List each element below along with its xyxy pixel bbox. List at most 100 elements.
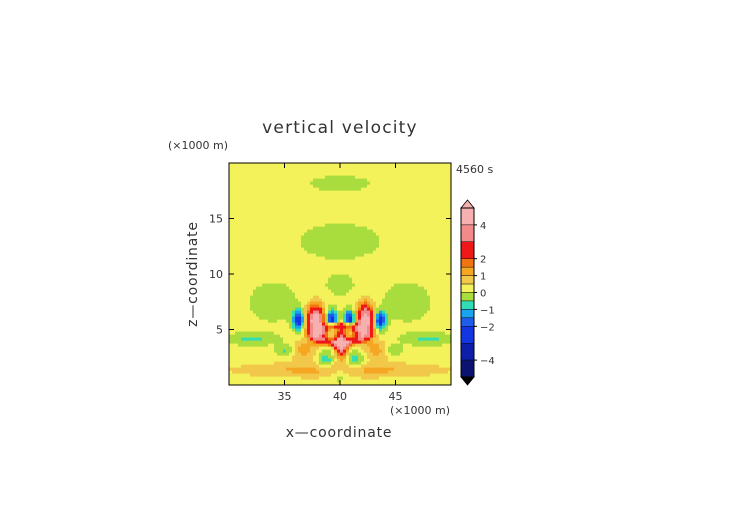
field-cell <box>358 367 362 371</box>
field-cell <box>394 205 398 209</box>
field-cell <box>334 349 338 353</box>
field-cell <box>421 196 425 200</box>
field-cell <box>244 379 248 383</box>
field-cell <box>307 373 311 377</box>
field-cell <box>292 373 296 377</box>
field-cell <box>241 223 245 227</box>
field-cell <box>304 232 308 236</box>
field-cell <box>385 250 389 254</box>
field-cell <box>373 223 377 227</box>
field-cell <box>343 163 347 167</box>
field-cell <box>322 298 326 302</box>
field-cell <box>310 181 314 185</box>
field-cell <box>250 343 254 347</box>
field-cell <box>259 232 263 236</box>
field-cell <box>229 187 233 191</box>
field-cell <box>271 163 275 167</box>
field-cell <box>289 256 293 260</box>
field-cell <box>424 193 428 197</box>
field-cell <box>289 340 293 344</box>
field-cell <box>427 229 431 233</box>
field-cell <box>415 370 419 374</box>
field-cell <box>400 184 404 188</box>
field-cell <box>373 226 377 230</box>
field-cell <box>250 244 254 248</box>
field-cell <box>241 379 245 383</box>
field-cell <box>262 226 266 230</box>
field-cell <box>259 355 263 359</box>
field-cell <box>430 328 434 332</box>
field-cell <box>280 208 284 212</box>
field-cell <box>304 241 308 245</box>
field-cell <box>256 286 260 290</box>
field-cell <box>262 271 266 275</box>
field-cell <box>265 298 269 302</box>
field-cell <box>364 280 368 284</box>
field-cell <box>400 376 404 380</box>
field-cell <box>247 205 251 209</box>
field-cell <box>286 340 290 344</box>
field-cell <box>421 172 425 176</box>
field-cell <box>346 295 350 299</box>
field-cell <box>259 340 263 344</box>
field-cell <box>424 286 428 290</box>
field-cell <box>388 382 392 385</box>
field-cell <box>361 256 365 260</box>
field-cell <box>382 226 386 230</box>
field-cell <box>349 247 353 251</box>
field-cell <box>331 244 335 248</box>
field-cell <box>271 307 275 311</box>
field-cell <box>412 358 416 362</box>
field-cell <box>268 268 272 272</box>
field-cell <box>391 304 395 308</box>
field-cell <box>289 199 293 203</box>
field-cell <box>253 331 257 335</box>
field-cell <box>250 187 254 191</box>
field-cell <box>268 226 272 230</box>
field-cell <box>352 250 356 254</box>
field-cell <box>415 304 419 308</box>
field-cell <box>403 244 407 248</box>
field-cell <box>376 214 380 218</box>
field-cell <box>421 271 425 275</box>
field-cell <box>250 367 254 371</box>
field-cell <box>352 277 356 281</box>
field-cell <box>328 313 332 317</box>
field-cell <box>277 220 281 224</box>
field-cell <box>235 241 239 245</box>
field-cell <box>370 304 374 308</box>
field-cell <box>355 196 359 200</box>
field-cell <box>388 301 392 305</box>
field-cell <box>259 223 263 227</box>
field-cell <box>370 316 374 320</box>
field-cell <box>388 328 392 332</box>
field-cell <box>247 187 251 191</box>
field-cell <box>409 316 413 320</box>
field-cell <box>241 361 245 365</box>
field-cell <box>241 307 245 311</box>
field-cell <box>310 304 314 308</box>
field-cell <box>349 196 353 200</box>
field-cell <box>367 208 371 212</box>
field-cell <box>340 301 344 305</box>
field-cell <box>247 259 251 263</box>
field-cell <box>370 166 374 170</box>
field-cell <box>304 250 308 254</box>
field-cell <box>277 178 281 182</box>
field-cell <box>304 169 308 173</box>
field-cell <box>244 196 248 200</box>
field-cell <box>349 199 353 203</box>
field-cell <box>415 310 419 314</box>
field-cell <box>370 184 374 188</box>
field-cell <box>250 286 254 290</box>
field-cell <box>229 373 233 377</box>
field-cell <box>286 373 290 377</box>
field-cell <box>343 205 347 209</box>
field-cell <box>373 325 377 329</box>
field-cell <box>322 316 326 320</box>
field-cell <box>409 196 413 200</box>
field-cell <box>406 337 410 341</box>
field-cell <box>409 295 413 299</box>
field-cell <box>364 319 368 323</box>
field-cell <box>343 169 347 173</box>
